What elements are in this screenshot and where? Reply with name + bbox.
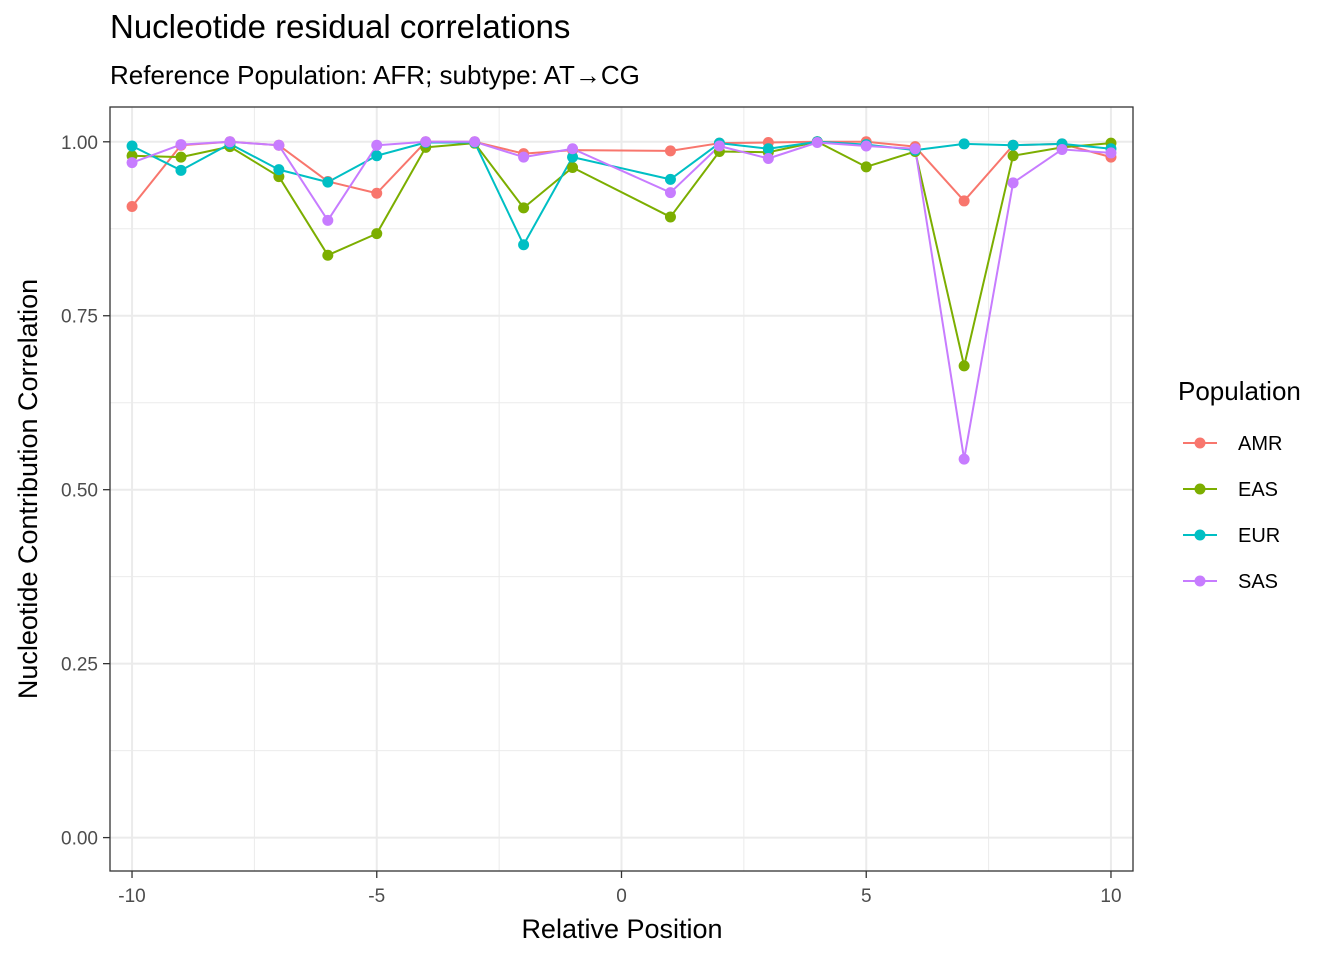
- data-point-sas: [518, 151, 530, 163]
- legend-item-eur: EUR: [1183, 525, 1280, 547]
- legend-item-eas: EAS: [1183, 479, 1278, 501]
- chart-title: Nucleotide residual correlations: [110, 8, 571, 45]
- x-tick-label: -10: [118, 886, 145, 907]
- data-point-eur: [958, 138, 970, 150]
- series-line-sas: [131, 140, 1112, 461]
- legend-label: AMR: [1238, 433, 1282, 455]
- data-point-eur: [175, 164, 187, 176]
- x-axis: -10 -5 0 5 10: [118, 871, 1122, 907]
- x-tick-label: 5: [861, 886, 872, 907]
- legend-title: Population: [1178, 376, 1301, 406]
- y-tick-label: 0.75: [61, 307, 98, 328]
- data-point-sas: [371, 139, 383, 151]
- data-point-sas: [1105, 147, 1117, 159]
- data-point-sas: [126, 157, 138, 169]
- data-point-sas: [469, 136, 481, 148]
- data-point-sas: [1056, 143, 1068, 155]
- y-axis-title: Nucleotide Contribution Correlation: [13, 279, 43, 699]
- data-point-eur: [567, 151, 579, 163]
- legend-key-point: [1194, 483, 1206, 495]
- data-point-sas: [713, 140, 725, 152]
- x-tick-label: -5: [368, 886, 385, 907]
- legend-item-sas: SAS: [1183, 571, 1278, 593]
- data-point-amr: [126, 201, 138, 213]
- data-point-sas: [909, 143, 921, 155]
- data-point-eur: [762, 143, 774, 155]
- data-point-amr: [958, 195, 970, 207]
- data-point-eur: [273, 164, 285, 176]
- data-point-sas: [224, 136, 236, 148]
- data-point-eas: [371, 228, 383, 240]
- legend-item-amr: AMR: [1183, 433, 1282, 455]
- data-point-sas: [273, 139, 285, 151]
- data-point-sas: [1007, 177, 1019, 189]
- y-tick-label: 0.25: [61, 655, 98, 676]
- y-axis: 0.00 0.25 0.50 0.75 1.00: [61, 133, 110, 850]
- data-point-sas: [860, 140, 872, 152]
- data-point-eur: [371, 150, 383, 162]
- data-point-eur: [664, 173, 676, 185]
- legend-label: EAS: [1238, 479, 1278, 501]
- data-point-sas: [175, 139, 187, 151]
- legend-label: EUR: [1238, 525, 1280, 547]
- data-point-sas: [958, 453, 970, 465]
- data-point-eur: [322, 176, 334, 188]
- series-line-eur: [131, 140, 1112, 246]
- data-point-eas: [860, 161, 872, 173]
- data-point-sas: [567, 143, 579, 155]
- y-tick-label: 0.00: [61, 829, 98, 850]
- data-point-eas: [175, 151, 187, 163]
- x-tick-label: 0: [616, 886, 627, 907]
- data-point-eas: [1007, 150, 1019, 162]
- series-line-eas: [132, 140, 1112, 367]
- legend-key-point: [1194, 529, 1206, 541]
- data-point-sas: [762, 152, 774, 164]
- y-tick-label: 0.50: [61, 481, 98, 502]
- data-point-sas: [322, 214, 334, 226]
- data-point-sas: [811, 136, 823, 148]
- data-point-eas: [664, 211, 676, 223]
- chart-subtitle: Reference Population: AFR; subtype: AT→C…: [110, 60, 640, 90]
- legend-label: SAS: [1238, 571, 1278, 593]
- data-point-eur: [518, 239, 530, 251]
- data-point-sas: [664, 187, 676, 199]
- data-point-eas: [518, 202, 530, 214]
- legend: Population AMR EAS EUR SAS: [1178, 376, 1301, 593]
- data-point-eur: [126, 140, 138, 152]
- data-point-sas: [420, 136, 432, 148]
- data-point-amr: [664, 145, 676, 157]
- x-tick-label: 10: [1100, 886, 1121, 907]
- legend-key-point: [1194, 437, 1206, 449]
- series-line-amr: [131, 140, 1112, 208]
- series-layer: [126, 136, 1117, 465]
- data-point-eas: [567, 162, 579, 174]
- legend-key-point: [1194, 575, 1206, 587]
- data-point-eas: [322, 249, 334, 261]
- y-tick-label: 1.00: [61, 133, 98, 154]
- data-point-amr: [371, 187, 383, 199]
- data-point-eur: [1007, 139, 1019, 151]
- x-axis-title: Relative Position: [521, 914, 722, 944]
- data-point-eas: [958, 360, 970, 372]
